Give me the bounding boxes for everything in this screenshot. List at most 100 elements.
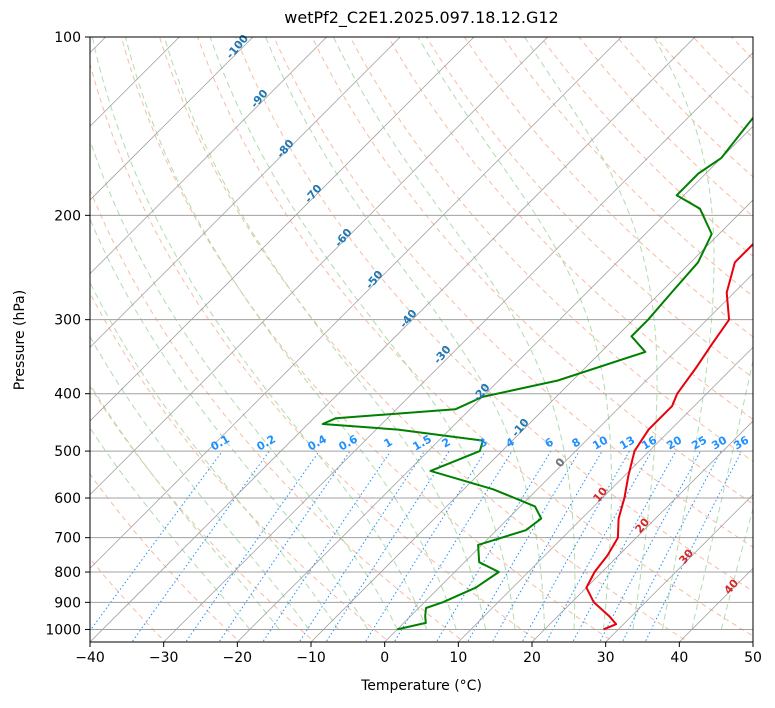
x-tick-label: 10 (449, 650, 467, 666)
y-tick-label: 600 (54, 491, 81, 507)
x-tick-label: −40 (75, 650, 105, 666)
dry-adiabat-label: -30 (431, 343, 454, 367)
mixing-ratio-label: 0.1 (209, 432, 232, 453)
moist-adiabat-line (90, 217, 369, 630)
dry-adiabat-line (90, 640, 92, 642)
x-tick-label: −30 (149, 650, 179, 666)
moist-adiabat-line (209, 37, 516, 630)
x-axis-label: Temperature (°C) (361, 678, 482, 694)
isotherm-line (236, 125, 753, 642)
dry-adiabat-line (311, 37, 753, 505)
dry-adiabat-line (90, 385, 316, 642)
dry-adiabat-line (90, 188, 465, 642)
x-tick-label: −10 (296, 650, 326, 666)
x-tick-label: 20 (523, 650, 541, 666)
isotherm-line (457, 346, 753, 642)
dry-adiabat-line (273, 37, 753, 548)
mixing-ratio-label: 13 (617, 434, 637, 453)
moist-adiabat-line (90, 138, 398, 630)
dry-adiabat-line (235, 37, 753, 592)
dry-adiabat-label: -40 (397, 307, 420, 331)
isotherm-line (310, 199, 753, 642)
mixing-ratio-label: 36 (731, 433, 751, 452)
dry-adiabat-label: -90 (248, 87, 271, 111)
temperature-profile-line (585, 242, 753, 631)
mixing-ratio-label: 10 (590, 433, 610, 452)
x-tick-label: −20 (223, 650, 253, 666)
isotherm-line (90, 37, 696, 642)
moist-adiabat-label: 20 (632, 515, 652, 535)
moist-adiabat-label: 10 (590, 484, 610, 504)
y-tick-label: 1000 (45, 622, 81, 638)
x-tick-label: 30 (597, 650, 615, 666)
moist-adiabat-line (125, 37, 457, 630)
y-tick-label: 700 (54, 531, 81, 547)
isotherm-line (90, 37, 180, 127)
moist-adiabat-line (90, 281, 339, 630)
dry-adiabat-line (464, 37, 753, 338)
x-tick-label: 40 (670, 650, 688, 666)
dry-adiabat-line (387, 37, 753, 420)
isotherm-line (90, 37, 622, 569)
y-tick-label: 400 (54, 387, 81, 403)
mixing-ratio-line (466, 450, 580, 642)
dry-adiabat-label: -70 (302, 182, 325, 206)
dry-adiabat-line (90, 62, 540, 642)
mixing-ratio-label: 8 (570, 435, 583, 450)
dry-adiabat-line (90, 473, 241, 642)
isotherm-line (90, 37, 475, 422)
mixing-ratio-line (218, 450, 351, 642)
moist-adiabat-line (691, 358, 753, 630)
dry-adiabat-label: -50 (363, 268, 386, 292)
isotherm-line (0, 24, 45, 645)
isotherm-line (384, 273, 753, 642)
dry-adiabat-label: -100 (223, 32, 251, 62)
moist-adiabat-line (524, 37, 658, 630)
mixing-ratio-label: 25 (689, 434, 709, 453)
dry-adiabat-line (90, 292, 391, 642)
isotherm-line (90, 37, 328, 275)
dry-adiabat-line (425, 37, 753, 379)
moist-adiabat-line (653, 37, 715, 630)
plot-frame (89, 36, 754, 643)
moist-adiabat-line (90, 383, 280, 630)
mixing-ratio-label: 20 (664, 433, 684, 452)
y-tick-label: 200 (54, 208, 81, 224)
moist-adiabat-line (417, 37, 612, 630)
dry-adiabat-line (770, 37, 775, 644)
isotherm-line (605, 494, 753, 642)
dry-adiabat-line (90, 557, 167, 642)
isotherm-line (90, 37, 107, 54)
mixing-ratio-line (298, 450, 425, 642)
mixing-ratio-label: 0.6 (337, 432, 361, 453)
isotherm-line (90, 37, 254, 201)
y-tick-label: 800 (54, 565, 81, 581)
y-tick-label: 300 (54, 313, 81, 329)
mixing-ratio-line (90, 450, 223, 632)
mixing-ratio-line (572, 450, 677, 642)
dry-adiabat-label: -60 (332, 226, 355, 250)
dry-adiabat-line (0, 37, 18, 644)
moist-adiabat-line (332, 37, 576, 630)
moist-adiabat-line (90, 427, 251, 630)
mixing-ratio-label: 6 (543, 435, 556, 450)
dry-adiabat-line (349, 37, 753, 462)
moist-adiabat-line (91, 37, 428, 630)
moist-adiabat-line (720, 506, 753, 630)
dry-adiabat-label: -80 (274, 137, 297, 161)
moist-adiabat-line (90, 335, 310, 630)
isotherm-line (90, 37, 549, 496)
y-tick-label: 100 (54, 30, 81, 46)
mixing-ratio-label: 0.2 (255, 432, 278, 453)
mixing-ratio-label: 1.5 (411, 432, 434, 453)
dry-adiabat-line (692, 37, 753, 99)
mixing-ratio-line (393, 450, 513, 642)
mixing-ratio-label: 1 (382, 435, 395, 450)
mixing-ratio-line (599, 450, 701, 642)
moist-adiabat-label: 30 (676, 546, 696, 566)
isotherm-line (163, 52, 753, 642)
mixing-ratio-label: 2 (440, 435, 453, 450)
mixing-ratio-line (644, 450, 743, 642)
mixing-ratio-line (364, 450, 486, 642)
